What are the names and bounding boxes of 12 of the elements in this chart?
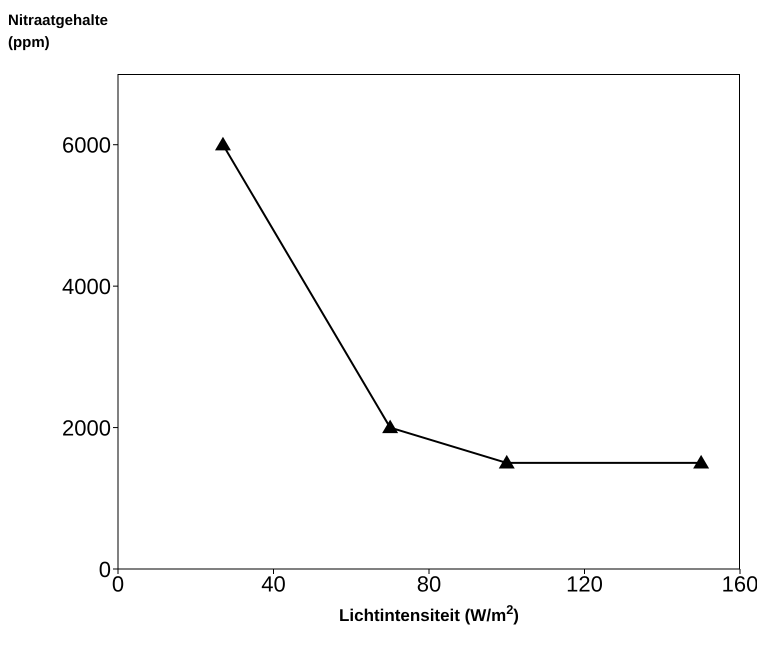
point [693, 454, 710, 469]
point [498, 454, 515, 469]
x-axis-title: Lichtintensiteit (W/m$^{2}$) [339, 602, 519, 625]
y-tick-label: 4000 [62, 274, 111, 299]
x-tick-label: 80 [416, 572, 442, 597]
x-tick-label: 40 [261, 572, 286, 597]
y-tick-label: 6000 [62, 132, 111, 158]
x-tick-label: 120 [566, 572, 603, 597]
point [214, 136, 231, 150]
point [382, 420, 398, 434]
y-axis-title: Nitraatgehalte (ppm) [8, 11, 110, 53]
y-tick-label: 2000 [62, 415, 111, 440]
